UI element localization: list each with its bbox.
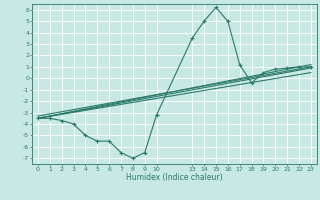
X-axis label: Humidex (Indice chaleur): Humidex (Indice chaleur) bbox=[126, 173, 223, 182]
